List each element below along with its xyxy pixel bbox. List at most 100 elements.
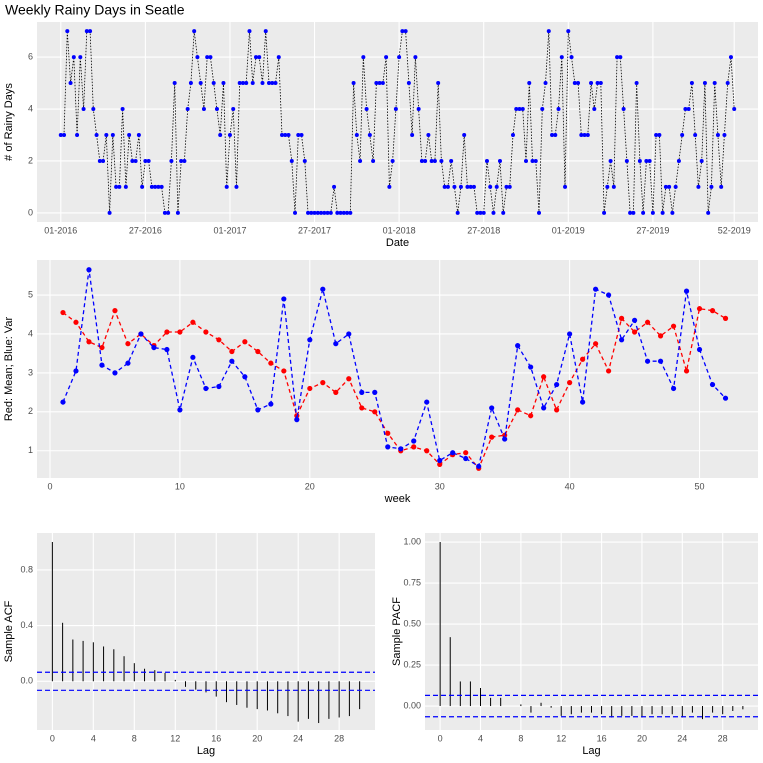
point (489, 405, 495, 411)
point (136, 132, 141, 137)
point (644, 158, 649, 163)
point (338, 210, 343, 215)
point (307, 337, 313, 343)
point (423, 158, 428, 163)
point (706, 210, 711, 215)
point (359, 389, 365, 395)
chart-title: Weekly Rainy Days in Seatle (5, 2, 185, 18)
point (221, 81, 226, 86)
point (322, 210, 327, 215)
point (657, 333, 664, 339)
point (244, 81, 249, 86)
x-axis-title: Lag (197, 745, 215, 757)
point (589, 81, 594, 86)
point (528, 364, 534, 370)
panel (37, 533, 375, 730)
point (550, 132, 555, 137)
series-line (60, 30, 735, 214)
point (667, 184, 672, 189)
point (556, 107, 561, 112)
point (413, 55, 418, 60)
x-tick-label: 40 (565, 481, 575, 491)
x-axis-title: Lag (582, 745, 600, 757)
point (546, 29, 551, 34)
point (270, 81, 275, 86)
point (359, 405, 365, 411)
x-tick-label: 30 (435, 481, 445, 491)
point (231, 107, 236, 112)
point (475, 210, 480, 215)
point (125, 341, 131, 347)
point (657, 358, 664, 364)
point (722, 395, 729, 401)
point (709, 381, 716, 388)
point (540, 107, 545, 112)
x-tick-label: 0 (50, 733, 55, 743)
x-tick-label: 0 (438, 733, 443, 743)
point (406, 81, 411, 86)
point (227, 132, 232, 137)
point (172, 81, 177, 86)
point (372, 409, 378, 415)
point (608, 158, 613, 163)
y-tick-label: 0.8 (20, 564, 33, 574)
point (641, 210, 646, 215)
x-tick-label: 16 (211, 733, 221, 743)
point (138, 331, 144, 337)
point (592, 107, 597, 112)
point (582, 132, 587, 137)
point (676, 158, 681, 163)
point (268, 360, 274, 366)
point (266, 81, 271, 86)
point (722, 315, 729, 321)
series-line (62, 269, 726, 468)
point (130, 158, 135, 163)
point (133, 158, 138, 163)
point (146, 158, 151, 163)
point (140, 184, 145, 189)
point (507, 184, 512, 189)
point (216, 337, 222, 343)
point (73, 319, 79, 325)
point (468, 184, 473, 189)
x-tick-label: 12 (556, 733, 566, 743)
x-tick-label: 01-2019 (552, 225, 585, 235)
point (263, 29, 268, 34)
point (306, 210, 311, 215)
point (416, 107, 421, 112)
x-tick-label: 24 (677, 733, 687, 743)
point (554, 381, 560, 388)
point (615, 55, 620, 60)
point (117, 184, 122, 189)
point (307, 385, 313, 392)
x-tick-label: 50 (695, 481, 705, 491)
x-tick-label: 24 (293, 733, 303, 743)
point (182, 158, 187, 163)
point (481, 210, 486, 215)
point (634, 81, 639, 86)
point (99, 362, 105, 368)
y-tick-label: 0.25 (403, 659, 421, 669)
point (281, 296, 287, 302)
point (554, 407, 560, 413)
point (621, 107, 626, 112)
point (296, 132, 301, 137)
point (234, 184, 239, 189)
point (520, 107, 525, 112)
point (358, 158, 363, 163)
point (169, 158, 174, 163)
point (515, 407, 521, 413)
point (471, 184, 476, 189)
point (442, 184, 447, 189)
point (237, 81, 242, 86)
point (436, 81, 441, 86)
panel (37, 260, 758, 478)
point (595, 81, 600, 86)
point (439, 158, 444, 163)
point (618, 337, 625, 343)
point (411, 438, 417, 444)
point (585, 132, 590, 137)
point (153, 184, 158, 189)
point (99, 344, 105, 351)
point (312, 210, 317, 215)
